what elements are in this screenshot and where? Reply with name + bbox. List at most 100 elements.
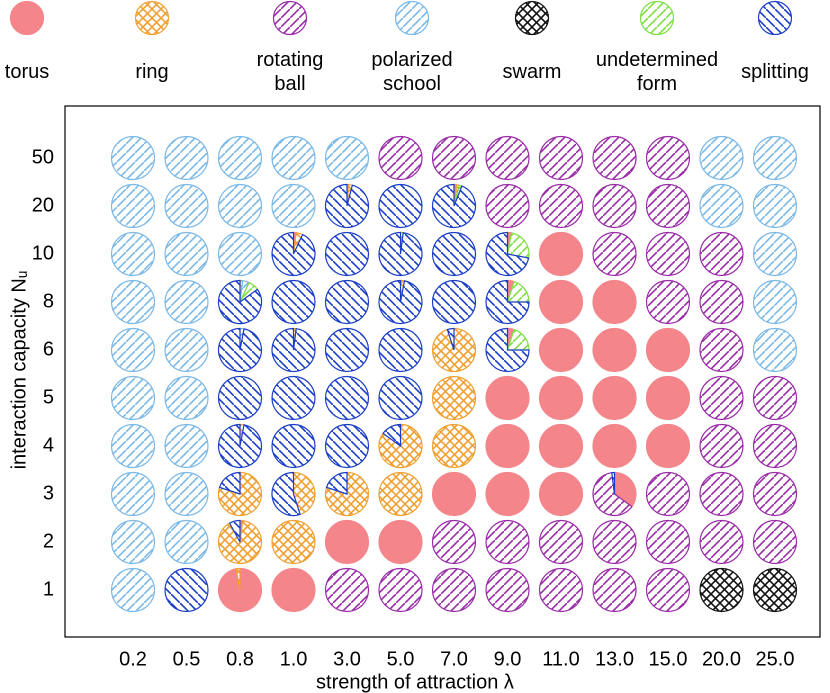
pie-slice	[378, 231, 423, 277]
pie-slice	[699, 471, 744, 517]
pie-slice	[431, 375, 477, 421]
pie-slice	[110, 375, 156, 421]
x-axis-label: strength of attraction λ	[316, 671, 514, 693]
pie-slice	[110, 519, 156, 565]
pie-slice	[645, 327, 691, 373]
pie-slice	[645, 567, 691, 613]
pie-slice	[324, 567, 370, 613]
legend-swatch	[639, 0, 675, 36]
pie-slice	[431, 183, 477, 229]
pie-slice	[378, 519, 423, 565]
x-tick-label: 15.0	[649, 648, 688, 670]
pie-slice	[378, 135, 423, 181]
y-tick-label: 4	[43, 434, 54, 456]
pie-slice	[592, 327, 637, 373]
pie-slice	[217, 135, 263, 181]
pie-slice	[110, 231, 156, 277]
pie-slice	[164, 231, 209, 277]
pie-slice	[431, 423, 477, 469]
pie-slice	[271, 135, 316, 181]
pie-slice	[538, 567, 584, 613]
pie-slice	[752, 231, 798, 277]
x-tick-label: 25.0	[756, 648, 795, 670]
legend-swatch	[394, 0, 430, 36]
y-tick-label: 50	[32, 146, 54, 168]
pie-slice	[752, 279, 798, 325]
legend-label: polarized school	[371, 49, 453, 95]
pie-slice	[164, 423, 209, 469]
pie-slice	[699, 135, 744, 181]
pie-slice	[431, 567, 477, 613]
pie-slice	[592, 519, 637, 565]
legend-item: swarm	[462, 0, 602, 98]
pie-slice	[271, 183, 316, 229]
pie-slice	[485, 279, 530, 325]
pie-slice	[431, 279, 477, 325]
pie-slice	[325, 471, 348, 495]
x-tick-label: 0.5	[173, 648, 201, 670]
pie-slice	[324, 519, 370, 565]
pie-slice	[431, 231, 477, 277]
pie-slice	[752, 327, 798, 373]
pie-slice	[752, 471, 798, 517]
pie-slice	[431, 135, 477, 181]
pie-slice	[217, 279, 263, 325]
pie-slice	[235, 567, 241, 591]
pie-slice	[324, 327, 370, 373]
x-tick-label: 20.0	[702, 648, 741, 670]
pie-slice	[217, 423, 263, 469]
pie-slice	[485, 423, 530, 469]
pie-slice	[592, 183, 637, 229]
pie-slice	[164, 375, 209, 421]
pie-slice	[271, 327, 316, 373]
legend-swatch	[9, 0, 45, 36]
x-tick-label: 5.0	[387, 648, 415, 670]
y-tick-label: 1	[43, 578, 54, 600]
pie-slice	[699, 279, 744, 325]
pie-slice	[592, 231, 637, 277]
pie-slice	[446, 327, 455, 351]
pie-slice	[485, 567, 530, 613]
pie-slice	[592, 375, 637, 421]
pie-slice	[538, 327, 584, 373]
pie-slice	[271, 423, 316, 469]
pie-slice	[164, 519, 209, 565]
legend-swatch-circle	[514, 0, 550, 36]
pie-slice	[324, 375, 370, 421]
legend-item: splitting	[705, 0, 830, 98]
pie-slice	[613, 471, 637, 508]
y-tick-label: 8	[43, 290, 54, 312]
pie-slice	[699, 375, 744, 421]
legend-item: torus	[0, 0, 97, 98]
pie-slice	[292, 471, 316, 516]
pie-slice	[592, 423, 637, 469]
x-tick-label: 11.0	[542, 648, 579, 670]
pie-slice	[164, 135, 209, 181]
pie-slice	[110, 327, 156, 373]
pie-slice	[752, 183, 798, 229]
pie-slice	[538, 135, 584, 181]
pie-slice	[538, 231, 584, 277]
y-tick-label: 10	[32, 242, 54, 264]
pie-slice	[382, 423, 402, 448]
pie-slice	[538, 279, 584, 325]
pie-slice	[699, 231, 744, 277]
y-tick-label: 5	[43, 386, 54, 408]
pie-slice	[485, 471, 530, 517]
legend-label: splitting	[741, 61, 809, 83]
pie-slice	[378, 279, 423, 325]
y-tick-label: 6	[43, 338, 54, 360]
pie-slice	[378, 183, 423, 229]
x-tick-label: 1.0	[280, 648, 308, 670]
pie-slice	[110, 471, 156, 517]
pie-slice	[378, 567, 423, 613]
pie-slice	[592, 279, 637, 325]
pie-slice	[164, 327, 209, 373]
pie-slice	[699, 327, 744, 373]
pie-slice	[218, 471, 241, 495]
pie-slice	[271, 231, 316, 277]
y-axis-label: interaction capacity Nᵤ	[8, 271, 30, 470]
pie-slice	[699, 519, 744, 565]
x-tick-label: 0.8	[226, 648, 254, 670]
